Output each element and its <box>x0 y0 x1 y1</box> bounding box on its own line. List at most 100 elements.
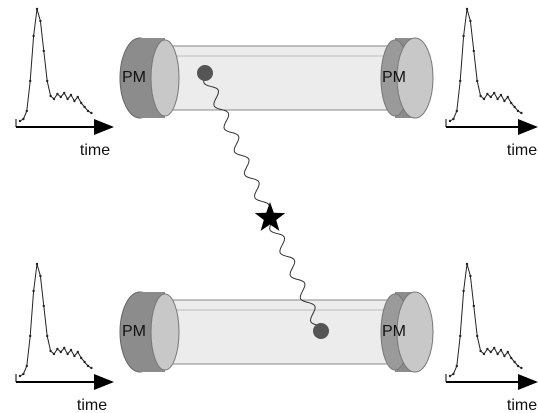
gamma-ray <box>203 74 270 217</box>
pulse-sample <box>29 79 32 83</box>
pulse-sample <box>452 372 455 376</box>
pulse-sample <box>462 289 465 293</box>
interaction-point <box>197 65 213 81</box>
pulse-sample <box>49 349 52 353</box>
pulse-sample <box>506 95 509 99</box>
pulse-sample <box>486 92 489 96</box>
pulse-sample <box>32 289 35 293</box>
pulse-sample <box>59 95 62 99</box>
pulse-sample <box>42 49 45 53</box>
pulse-sample <box>469 19 472 23</box>
pulse-sample <box>503 354 506 358</box>
pulse-sample <box>90 366 93 370</box>
pulse-trace <box>19 263 92 377</box>
source-star <box>254 202 286 231</box>
pulse-sample <box>59 350 62 354</box>
pm-label: PM <box>122 69 146 86</box>
scintillator-body <box>164 299 396 365</box>
scene: PM PM PM PM time time time time <box>15 7 538 413</box>
pulse-sample <box>516 109 520 113</box>
pm-label: PM <box>382 69 406 86</box>
pulse-sample <box>520 111 523 115</box>
pulse-sample <box>452 117 455 121</box>
pulse-sample <box>489 95 492 99</box>
pulse-sample <box>465 7 469 11</box>
pulse-sample <box>49 94 52 98</box>
pulse-sample <box>32 34 35 38</box>
pulse-sample <box>66 352 69 356</box>
time-label: time <box>77 397 107 413</box>
pulse-sample <box>503 99 506 103</box>
pulse-sample <box>462 34 465 38</box>
pulse-sample <box>482 97 486 101</box>
pulse-sample <box>66 97 69 101</box>
pulse-sample <box>18 119 22 123</box>
pm-face <box>150 293 180 371</box>
time-label: time <box>507 397 537 413</box>
pulse-sample <box>69 93 73 97</box>
pulse-trace <box>449 8 522 122</box>
pulse-sample <box>510 101 513 105</box>
pulse-sample <box>459 334 462 338</box>
pulse-sample <box>510 356 513 360</box>
pulse-trace <box>19 8 92 122</box>
pulse-sample <box>482 352 486 356</box>
pulse-sample <box>42 304 45 308</box>
pulse-sample <box>22 372 25 376</box>
pulse-sample <box>496 352 499 356</box>
interaction-point <box>313 323 329 339</box>
pm-face <box>150 39 180 117</box>
pulse-sample <box>476 334 479 338</box>
pulse-sample <box>496 97 499 101</box>
pulse-sample <box>469 274 472 278</box>
pulse-sample <box>39 19 42 23</box>
pulse-sample <box>520 366 523 370</box>
pulse-sample <box>25 364 28 368</box>
pulse-sample <box>448 374 452 378</box>
pulse-sample <box>52 352 56 356</box>
pulse-sample <box>29 334 32 338</box>
pulse-sample <box>455 364 458 368</box>
pulse-sample <box>46 334 49 338</box>
pm-face <box>396 37 434 119</box>
pulse-sample <box>76 95 80 99</box>
pulse-sample <box>76 350 80 354</box>
pulse-sample <box>69 348 73 352</box>
pulse-sample <box>479 94 482 98</box>
pulse-sample <box>56 347 59 351</box>
pulse-sample <box>39 274 42 278</box>
pulse-sample <box>62 346 66 350</box>
pulse-sample <box>35 7 39 11</box>
pulse-sample <box>22 117 25 121</box>
pm-label: PM <box>122 323 146 340</box>
pulse-sample <box>83 360 86 364</box>
pulse-sample <box>506 350 509 354</box>
pulse-sample <box>18 374 22 378</box>
pulse-sample <box>73 99 76 103</box>
pulse-sample <box>80 356 83 360</box>
pulse-sample <box>83 105 86 109</box>
pulse-sample <box>46 79 49 83</box>
pulse-sample <box>86 109 90 113</box>
pulse-sample <box>459 79 462 83</box>
time-label: time <box>507 142 537 159</box>
pulse-sample <box>465 262 469 266</box>
pulse-sample <box>35 262 39 266</box>
pulse-sample <box>52 97 56 101</box>
pulse-sample <box>80 101 83 105</box>
pulse-sample <box>516 364 520 368</box>
pulse-sample <box>513 105 516 109</box>
pulse-sample <box>455 109 458 113</box>
time-label: time <box>80 142 110 159</box>
pulse-sample <box>493 91 496 95</box>
pulse-sample <box>90 111 93 115</box>
pulse-sample <box>86 364 90 368</box>
pm-label: PM <box>382 323 406 340</box>
pulse-sample <box>62 91 66 95</box>
pulse-sample <box>499 348 503 352</box>
pulse-sample <box>493 346 496 350</box>
pulse-sample <box>472 49 475 53</box>
pulse-sample <box>73 354 76 358</box>
pulse-sample <box>476 79 479 83</box>
